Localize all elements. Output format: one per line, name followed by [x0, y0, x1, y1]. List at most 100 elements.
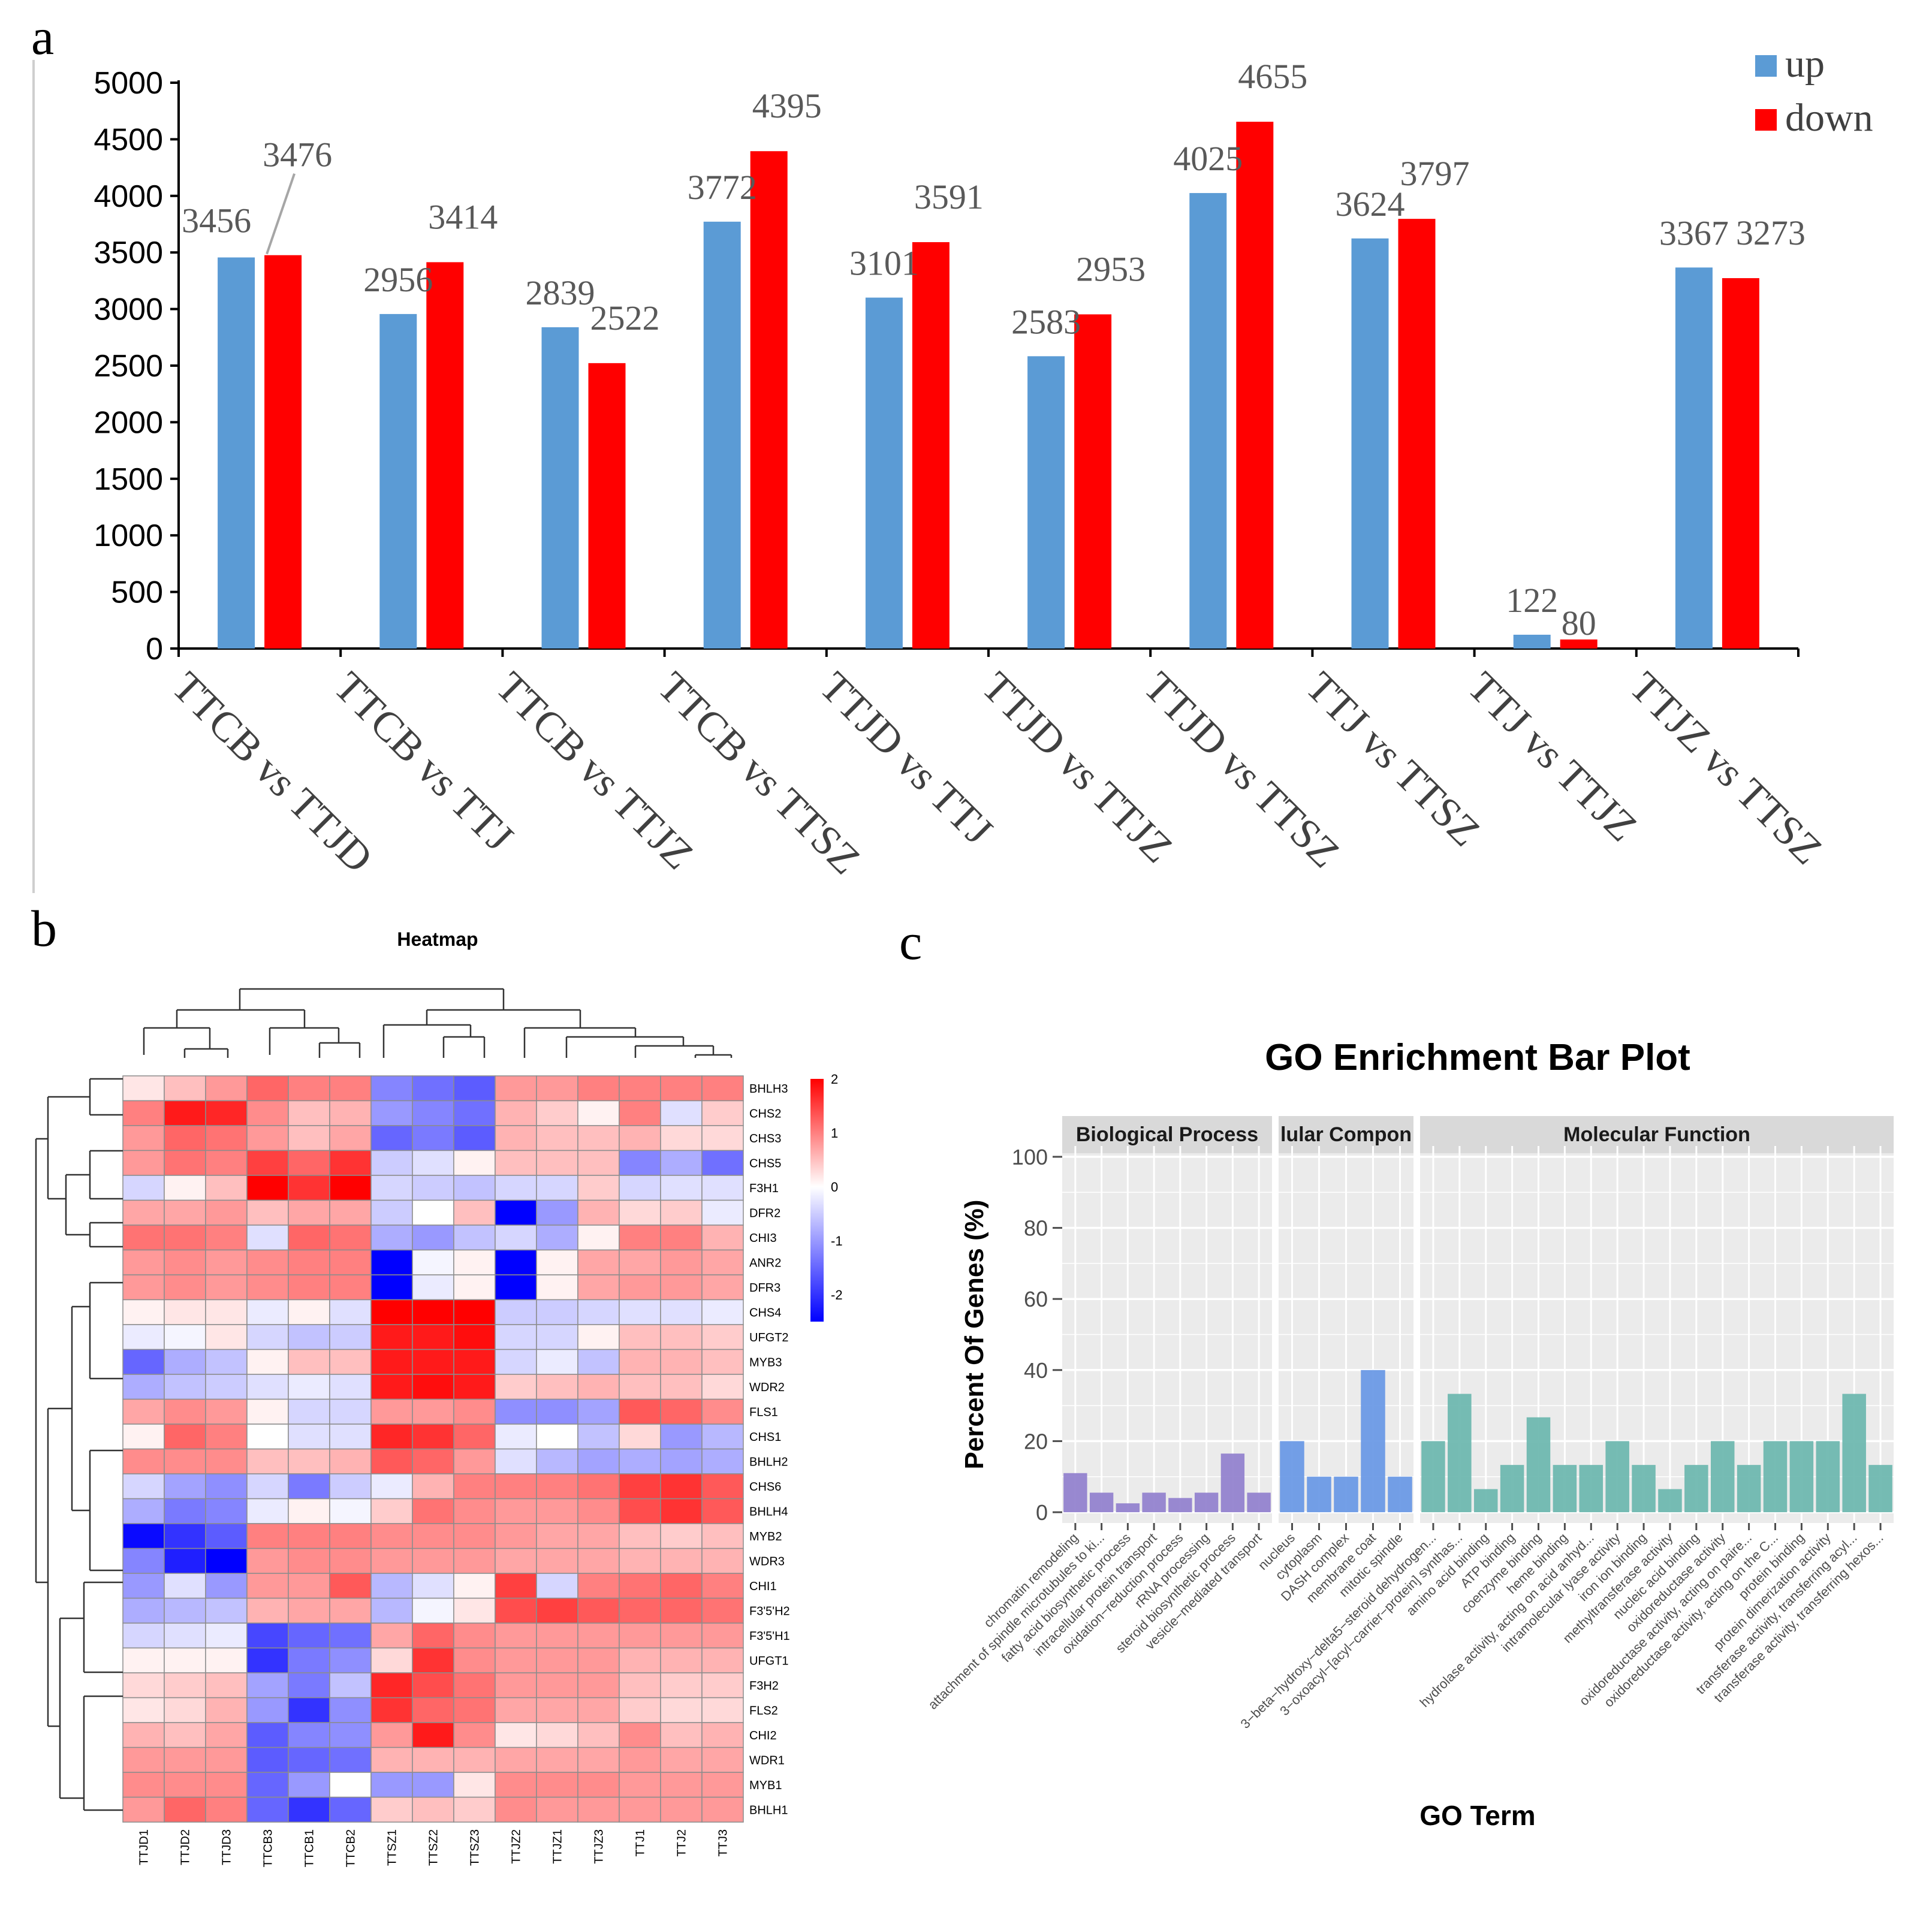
heatmap-cell — [619, 1075, 661, 1102]
facet-strip — [1420, 1116, 1894, 1153]
heatmap-cell — [329, 1623, 372, 1649]
data-label-up: 3367 — [1659, 213, 1729, 252]
heatmap-cell — [164, 1299, 206, 1325]
heatmap-cell — [412, 1448, 454, 1474]
heatmap-cell — [536, 1672, 578, 1699]
heatmap-cell — [495, 1125, 537, 1151]
heatmap-cell — [577, 1573, 620, 1599]
column-label: TTCB3 — [262, 1829, 275, 1867]
heatmap-cell — [619, 1523, 661, 1549]
heatmap-cell — [205, 1125, 248, 1151]
row-label: CHI3 — [749, 1232, 777, 1245]
heatmap-cell — [205, 1374, 248, 1400]
go-bar — [1605, 1441, 1629, 1512]
heatmap-cell — [453, 1697, 496, 1723]
heatmap-cell — [495, 1623, 537, 1649]
go-y-tick-label: 80 — [1024, 1216, 1048, 1241]
row-label: BHLH2 — [749, 1455, 788, 1468]
heatmap-cell — [246, 1274, 289, 1301]
heatmap-cell — [577, 1498, 620, 1524]
heatmap-cell — [495, 1175, 537, 1201]
heatmap-cell — [577, 1424, 620, 1450]
heatmap-cell — [288, 1548, 330, 1574]
heatmap-cell — [205, 1225, 248, 1251]
go-bar — [1334, 1476, 1358, 1512]
heatmap-cell — [412, 1299, 454, 1325]
heatmap-cell — [205, 1249, 248, 1275]
heatmap-cell — [288, 1448, 330, 1474]
go-bar — [1553, 1465, 1577, 1512]
go-bar — [1579, 1465, 1604, 1512]
heatmap-color-legend — [810, 1079, 824, 1322]
heatmap-cell — [246, 1672, 289, 1699]
heatmap-cell — [370, 1573, 413, 1599]
heatmap-cell — [453, 1374, 496, 1400]
heatmap-cell — [660, 1548, 703, 1574]
row-label: CHS3 — [749, 1132, 781, 1145]
heatmap-cell — [122, 1448, 165, 1474]
bar-down — [1236, 122, 1274, 649]
heatmap-cell — [370, 1722, 413, 1748]
row-label: CHS1 — [749, 1431, 781, 1444]
heatmap-cell — [164, 1697, 206, 1723]
heatmap-cell — [205, 1448, 248, 1474]
heatmap-cell — [122, 1697, 165, 1723]
heatmap-cell — [205, 1548, 248, 1574]
heatmap-cell — [246, 1523, 289, 1549]
heatmap-cell — [164, 1374, 206, 1400]
dendrograms — [35, 988, 733, 1811]
go-bar — [1500, 1465, 1524, 1512]
heatmap-cell — [288, 1324, 330, 1350]
heatmap-cell — [536, 1498, 578, 1524]
heatmap-cell — [495, 1573, 537, 1599]
heatmap-cell — [288, 1225, 330, 1251]
heatmap-cell — [288, 1125, 330, 1151]
heatmap-cell — [205, 1075, 248, 1102]
heatmap-cell — [619, 1697, 661, 1723]
heatmap-cell — [453, 1175, 496, 1201]
heatmap-cell — [246, 1299, 289, 1325]
heatmap-cell — [370, 1175, 413, 1201]
heatmap-cell — [246, 1597, 289, 1624]
heatmap-cell — [122, 1075, 165, 1102]
heatmap-cell — [577, 1100, 620, 1126]
heatmap-cell — [701, 1722, 744, 1748]
row-label: CHS2 — [749, 1107, 781, 1120]
heatmap-cell — [660, 1498, 703, 1524]
heatmap-cell — [660, 1697, 703, 1723]
heatmap-cell — [164, 1796, 206, 1823]
heatmap-cell — [453, 1125, 496, 1151]
heatmap-cell — [246, 1249, 289, 1275]
heatmap-cell — [701, 1747, 744, 1773]
column-label: TTJ3 — [717, 1829, 730, 1857]
heatmap-cell — [660, 1473, 703, 1500]
heatmap-cell — [370, 1747, 413, 1773]
heatmap-cell — [122, 1324, 165, 1350]
heatmap-cell — [536, 1100, 578, 1126]
heatmap-cell — [536, 1075, 578, 1102]
bar-up — [1189, 193, 1227, 649]
heatmap-cell — [495, 1796, 537, 1823]
heatmap-cell — [412, 1398, 454, 1425]
heatmap-cell — [164, 1647, 206, 1673]
heatmap-cell — [122, 1672, 165, 1699]
heatmap-cell — [660, 1150, 703, 1176]
heatmap-cell — [660, 1523, 703, 1549]
heatmap-cell — [329, 1175, 372, 1201]
heatmap-cell — [660, 1175, 703, 1201]
heatmap-cell — [453, 1100, 496, 1126]
heatmap-cell — [701, 1697, 744, 1723]
go-bar — [1063, 1473, 1087, 1512]
heatmap-cell — [619, 1349, 661, 1375]
heatmap-cell — [205, 1274, 248, 1301]
y-tick-label: 2000 — [94, 405, 163, 440]
heatmap-cell — [412, 1324, 454, 1350]
go-bar — [1280, 1441, 1304, 1512]
heatmap-cell — [495, 1722, 537, 1748]
heatmap-cell — [329, 1473, 372, 1500]
heatmap-cell — [453, 1225, 496, 1251]
heatmap-cell — [619, 1424, 661, 1450]
heatmap-cell — [577, 1772, 620, 1798]
heatmap-cell — [164, 1473, 206, 1500]
